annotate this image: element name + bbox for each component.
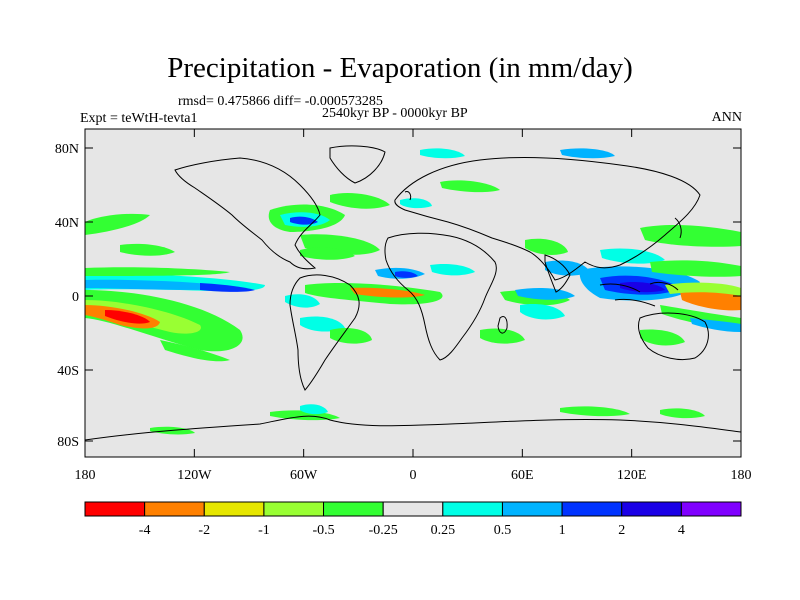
so-green3: [660, 408, 705, 419]
coast-eurasia: [394, 157, 701, 281]
coast-australia: [637, 312, 709, 361]
season-label: ANN: [711, 110, 742, 125]
pacific-north-green: [85, 267, 230, 276]
africa-w-green: [300, 247, 355, 260]
pacific-south-red: [105, 310, 150, 324]
colorbar-label: -0.5: [312, 523, 334, 538]
experiment-label: Expt = teWtH-tevta1: [80, 111, 198, 126]
lat-label: 80N: [55, 142, 79, 157]
colorbar-swatch: [263, 501, 325, 517]
lon-label: 180: [731, 468, 752, 483]
wpac-purple: [620, 281, 665, 293]
lon-label: 120E: [617, 468, 647, 483]
so-green2: [560, 406, 630, 417]
colorbar-swatch: [621, 501, 682, 517]
lat-label: 80S: [57, 435, 79, 450]
coast-south-america: [289, 274, 360, 391]
wpac-cyan: [600, 248, 665, 264]
colorbar-label: -1: [258, 523, 270, 538]
arctic-cyan: [420, 148, 465, 159]
lon-label: 180: [75, 468, 96, 483]
tatl-darkblue: [395, 271, 418, 278]
map-panel: 180 120W 60W 0 60E 120E 180 80N 40N 0 40S 80S: [55, 128, 752, 483]
spac-orange: [680, 290, 741, 311]
arabia-green: [525, 238, 568, 255]
colorbar-label: 0.5: [494, 523, 512, 538]
lon-label: 60W: [290, 468, 318, 483]
spac-yellow: [665, 282, 741, 296]
colorbar-swatch: [501, 501, 563, 517]
satl-cyan: [300, 316, 345, 332]
colorbar-swatch: [323, 501, 384, 517]
map-ticks: 180 120W 60W 0 60E 120E 180 80N 40N 0 40S 80S: [55, 129, 752, 483]
wpac-green: [640, 225, 741, 247]
lon-label: 120W: [177, 468, 212, 483]
coast-north-america: [174, 157, 321, 270]
colorbar-swatch: [680, 501, 742, 517]
colorbar-swatch: [144, 501, 205, 517]
colorbar-label: -0.25: [369, 523, 398, 538]
spac-blue: [690, 318, 741, 332]
natl-blue: [290, 216, 318, 225]
brazil-cyan: [285, 294, 320, 308]
lat-label: 40S: [57, 364, 79, 379]
lon-label: 60E: [511, 468, 534, 483]
pacific-itcz-darkblue: [200, 283, 255, 292]
io-cyan: [520, 304, 565, 320]
plot-title: Precipitation - Evaporation (in mm/day): [167, 52, 633, 84]
arctic-blue: [560, 148, 615, 159]
lon-label: 0: [410, 468, 417, 483]
pacific-south-green2: [160, 340, 230, 362]
coastlines: [85, 145, 741, 441]
colorbar-label: 4: [678, 523, 685, 538]
mid-atl-green: [330, 193, 390, 209]
coast-madagascar: [497, 315, 508, 334]
io-blue: [515, 288, 575, 300]
stats-line: rmsd= 0.475866 diff= -0.000573285: [178, 94, 383, 109]
npac-green2: [120, 243, 175, 256]
lat-label: 0: [72, 290, 79, 305]
lat-label: 40N: [55, 216, 79, 231]
anomaly-field: [85, 145, 741, 441]
colorbar-label: -2: [198, 523, 210, 538]
colorbar-swatch: [442, 501, 503, 517]
so-cyan: [300, 404, 328, 415]
colorbar-swatch: [203, 501, 265, 517]
aus-green: [640, 329, 685, 346]
npac-east-green: [650, 260, 741, 277]
colorbar: -4 -2 -1 -0.5 -0.25 0.25 0.5 1 2 4: [84, 501, 742, 538]
colorbar-label: 0.25: [431, 523, 456, 538]
period-label: 2540kyr BP - 0000kyr BP: [322, 106, 468, 121]
satl-green: [330, 328, 372, 344]
io-green2: [480, 328, 525, 344]
colorbar-swatch: [382, 501, 444, 517]
coast-india: [544, 254, 571, 293]
colorbar-label: -4: [139, 523, 151, 538]
coast-maritime: [599, 281, 679, 307]
coast-uk: [404, 191, 412, 201]
coast-africa: [384, 232, 497, 361]
sahel-cyan: [430, 263, 475, 276]
europe-cyan: [400, 198, 432, 209]
tatl-orange: [350, 287, 425, 298]
eurasia-green: [440, 180, 500, 193]
colorbar-swatch: [561, 501, 623, 517]
colorbar-label: 2: [618, 523, 625, 538]
npac-green: [85, 213, 150, 235]
india-blue: [545, 260, 590, 276]
coast-greenland: [329, 145, 386, 184]
colorbar-label: 1: [559, 523, 566, 538]
coast-antarctica: [85, 415, 741, 441]
colorbar-swatch: [84, 501, 146, 517]
coast-japan: [674, 217, 682, 239]
